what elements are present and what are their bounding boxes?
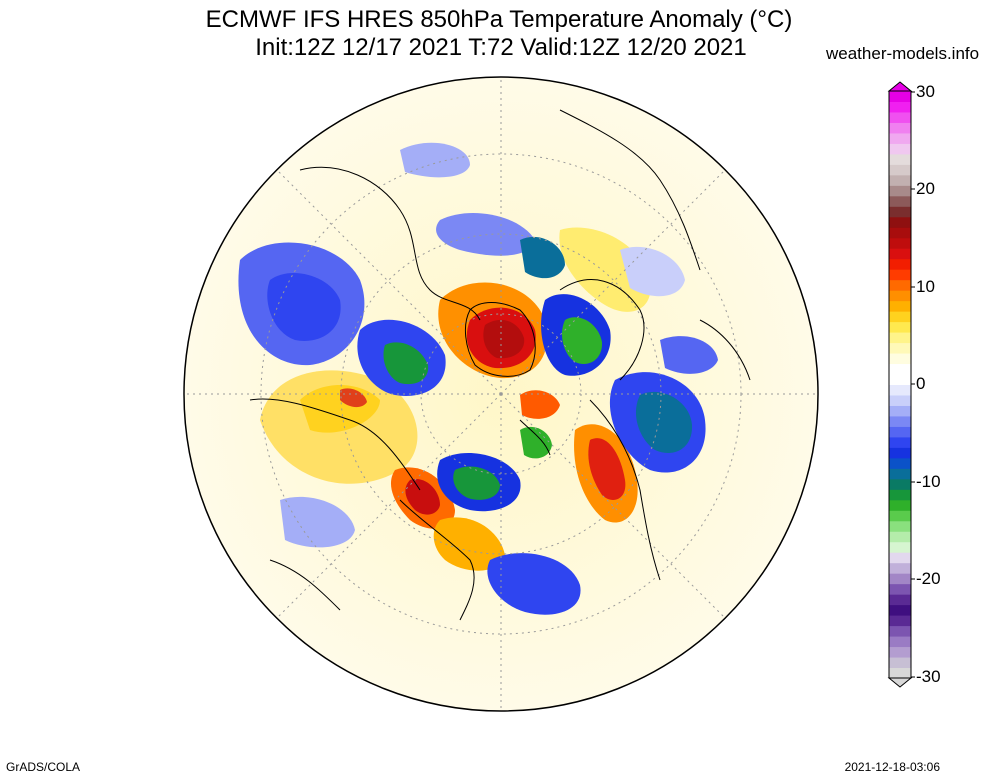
colorbar-cell [889, 269, 911, 281]
colorbar-label-minus-10: -10 [916, 472, 941, 491]
colorbar-cells [889, 91, 911, 679]
colorbar-cell [889, 353, 911, 365]
colorbar-cell [889, 573, 911, 585]
colorbar-label-30: 30 [916, 82, 935, 101]
colorbar-cell [889, 457, 911, 469]
colorbar-cell [889, 342, 911, 354]
colorbar-cell [889, 248, 911, 260]
colorbar-cell [889, 279, 911, 291]
colorbar-cell [889, 374, 911, 385]
colorbar-cell [889, 489, 911, 501]
colorbar-cell [889, 436, 911, 448]
colorbar-cell [889, 426, 911, 438]
colorbar-label-minus-20: -20 [916, 569, 941, 588]
colorbar-cell [889, 143, 911, 155]
colorbar-cell [889, 185, 911, 197]
colorbar-cell [889, 552, 911, 564]
colorbar-cell [889, 657, 911, 669]
colorbar-label-20: 20 [916, 179, 935, 198]
map-title: ECMWF IFS HRES 850hPa Temperature Anomal… [205, 6, 793, 33]
graticule-lines [184, 77, 818, 711]
colorbar-label-10: 10 [916, 277, 935, 296]
map-subtitle: Init:12Z 12/17 2021 T:72 Valid:12Z 12/20… [255, 34, 747, 61]
colorbar-cell [889, 363, 911, 375]
colorbar-cell [889, 122, 911, 134]
colorbar-cell [889, 195, 911, 207]
cold-anomaly-regions [238, 142, 718, 615]
colorbar-cell [889, 332, 911, 344]
colorbar-label-minus-30: -30 [916, 667, 941, 686]
colorbar-cell [889, 91, 911, 102]
colorbar-cell [889, 216, 911, 228]
colorbar-cell [889, 290, 911, 302]
colorbar-cell [889, 583, 911, 595]
colorbar-cell [889, 394, 911, 406]
colorbar-cell [889, 174, 911, 186]
map-border [183, 76, 819, 712]
colorbar-cell [889, 646, 911, 658]
colorbar-cell [889, 520, 911, 532]
source-label: weather-models.info [826, 44, 980, 63]
colorbar-cell [889, 499, 911, 511]
colorbar-cell [889, 636, 911, 648]
colorbar-cell [889, 101, 911, 113]
colorbar-cell [889, 311, 911, 323]
colorbar-cell [889, 258, 911, 270]
colorbar-cell [889, 468, 911, 480]
software-credit: GrADS/COLA [6, 760, 81, 774]
colorbar-cell [889, 541, 911, 553]
colorbar-cell [889, 384, 911, 396]
colorbar-cell [889, 206, 911, 218]
colorbar-cell [889, 667, 911, 679]
warm-anomaly-regions [260, 227, 651, 571]
colorbar-cell [889, 447, 911, 459]
colorbar-cell [889, 300, 911, 312]
colorbar-cell [889, 321, 911, 333]
colorbar-label-0: 0 [916, 374, 926, 393]
colorbar-cell [889, 562, 911, 574]
colorbar-cell [889, 111, 911, 123]
generated-timestamp: 2021-12-18-03:06 [844, 760, 940, 774]
colorbar-cell [889, 415, 911, 427]
colorbar-cell [889, 132, 911, 144]
colorbar-cell [889, 478, 911, 490]
colorbar-cell [889, 405, 911, 417]
colorbar-cell [889, 510, 911, 522]
colorbar-cell [889, 164, 911, 176]
colorbar-cell [889, 625, 911, 637]
colorbar-cell [889, 615, 911, 627]
colorbar-cell [889, 531, 911, 543]
colorbar-cell [889, 604, 911, 616]
colorbar-cell [889, 227, 911, 239]
colorbar-cell [889, 237, 911, 249]
anomaly-field [184, 77, 818, 711]
colorbar-ticks [911, 91, 915, 678]
coastlines [249, 109, 751, 621]
colorbar-top-triangle [887, 81, 913, 92]
colorbar-bottom-triangle [887, 677, 913, 688]
colorbar-cell [889, 153, 911, 165]
colorbar-cell [889, 594, 911, 606]
